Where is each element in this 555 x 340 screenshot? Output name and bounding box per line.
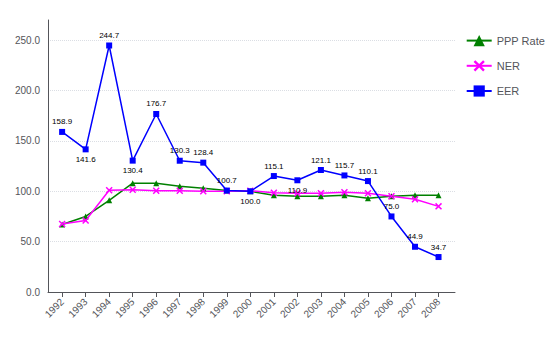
svg-text:130.4: 130.4 — [123, 166, 144, 175]
svg-text:150.0: 150.0 — [15, 135, 40, 146]
svg-text:1999: 1999 — [207, 296, 231, 320]
svg-text:2006: 2006 — [372, 296, 396, 320]
svg-text:100.0: 100.0 — [15, 186, 40, 197]
svg-text:141.6: 141.6 — [76, 155, 97, 164]
svg-text:1993: 1993 — [66, 296, 90, 320]
svg-text:128.4: 128.4 — [193, 148, 214, 157]
svg-text:0.0: 0.0 — [26, 287, 40, 298]
svg-text:75.0: 75.0 — [384, 202, 400, 211]
svg-text:1992: 1992 — [43, 296, 67, 320]
svg-text:100.0: 100.0 — [240, 197, 261, 206]
svg-text:100.7: 100.7 — [217, 176, 238, 185]
svg-text:34.7: 34.7 — [431, 243, 447, 252]
svg-text:2008: 2008 — [419, 296, 443, 320]
svg-text:1994: 1994 — [90, 296, 114, 320]
svg-text:1997: 1997 — [160, 296, 184, 320]
svg-text:130.3: 130.3 — [170, 146, 191, 155]
svg-text:2004: 2004 — [325, 296, 349, 320]
svg-text:1996: 1996 — [137, 296, 161, 320]
svg-text:2005: 2005 — [348, 296, 372, 320]
svg-text:250.0: 250.0 — [15, 35, 40, 46]
svg-text:2003: 2003 — [301, 296, 325, 320]
svg-text:176.7: 176.7 — [146, 99, 167, 108]
svg-text:158.9: 158.9 — [52, 117, 73, 126]
svg-text:2002: 2002 — [278, 296, 302, 320]
svg-text:2007: 2007 — [395, 296, 419, 320]
svg-text:110.9: 110.9 — [288, 186, 308, 195]
svg-text:1995: 1995 — [113, 296, 137, 320]
svg-text:200.0: 200.0 — [15, 85, 40, 96]
svg-text:1998: 1998 — [184, 296, 208, 320]
svg-text:2000: 2000 — [231, 296, 255, 320]
svg-text:110.1: 110.1 — [358, 167, 378, 176]
svg-text:115.7: 115.7 — [335, 161, 355, 170]
svg-text:44.9: 44.9 — [407, 232, 423, 241]
svg-text:2001: 2001 — [254, 296, 278, 320]
svg-text:EER: EER — [497, 85, 520, 97]
svg-text:121.1: 121.1 — [311, 156, 332, 165]
svg-text:50.0: 50.0 — [21, 236, 41, 247]
svg-text:NER: NER — [497, 60, 520, 72]
svg-text:PPP Rate: PPP Rate — [497, 35, 545, 47]
svg-text:244.7: 244.7 — [99, 31, 120, 40]
svg-text:115.1: 115.1 — [264, 162, 284, 171]
